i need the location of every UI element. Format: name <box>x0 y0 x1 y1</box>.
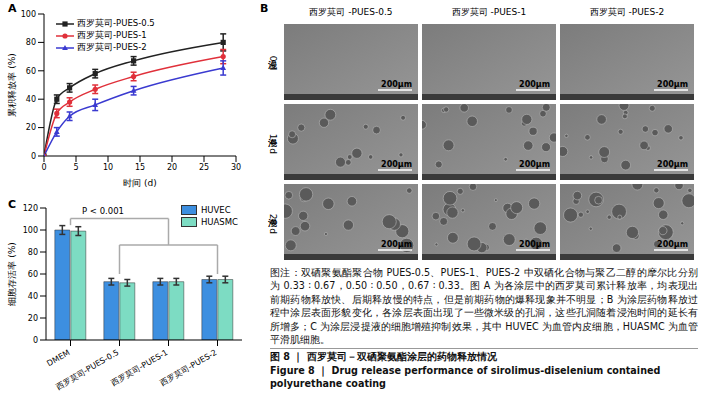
html-text:B: B <box>260 2 269 15</box>
svg-text:100: 100 <box>23 226 38 235</box>
html-text:P < 0.001: P < 0.001 <box>82 206 124 216</box>
svg-text:40: 40 <box>28 292 38 301</box>
html-text:图注：双硒聚氨酯聚合物 PUES-0.5、PUES-1、PU: 图注：双硒聚氨酯聚合物 PUES-0.5、PUES-1、PUES-2 中双硒化合… <box>270 267 698 345</box>
html-text:C: C <box>8 198 17 211</box>
html-text:200μm: 200μm <box>657 240 688 249</box>
svg-text:5: 5 <box>73 163 78 172</box>
svg-text:60: 60 <box>26 67 36 76</box>
svg-text:时间 (d): 时间 (d) <box>123 178 157 188</box>
svg-text:40: 40 <box>26 95 36 104</box>
html-text:200μm: 200μm <box>519 160 550 169</box>
svg-text:20: 20 <box>26 123 36 132</box>
svg-text:西罗莫司-PUES-0.5: 西罗莫司-PUES-0.5 <box>54 348 120 391</box>
svg-text:0: 0 <box>41 163 46 172</box>
svg-text:60: 60 <box>28 270 38 279</box>
svg-text:100: 100 <box>21 10 36 19</box>
html-text:200μm: 200μm <box>381 160 412 169</box>
html-text:200μm: 200μm <box>657 160 688 169</box>
svg-text:0: 0 <box>33 336 38 345</box>
html-text:西罗莫司-PUES-1: 西罗莫司-PUES-1 <box>77 30 147 40</box>
svg-text:20: 20 <box>28 314 38 323</box>
svg-text:15: 15 <box>135 163 145 172</box>
html-text:浸泡 14 d: 浸泡 14 d <box>267 130 278 154</box>
html-text:西罗莫司 -PUES-2: 西罗莫司 -PUES-2 <box>589 7 665 17</box>
svg-text:0: 0 <box>31 152 36 161</box>
svg-text:细胞存活率 (%): 细胞存活率 (%) <box>7 242 17 305</box>
html-text:西罗莫司 -PUES-0.5: 西罗莫司 -PUES-0.5 <box>309 7 393 17</box>
html-text:200μm: 200μm <box>381 240 412 249</box>
html-text:200μm: 200μm <box>657 80 688 89</box>
svg-text:累积释放率 (%): 累积释放率 (%) <box>7 53 17 116</box>
html-text:西罗莫司-PUES-0.5: 西罗莫司-PUES-0.5 <box>77 18 155 28</box>
svg-text:80: 80 <box>28 248 38 257</box>
svg-text:120: 120 <box>23 204 38 213</box>
html-text:200μm: 200μm <box>381 80 412 89</box>
html-text:200μm: 200μm <box>519 80 550 89</box>
html-text:200μm: 200μm <box>519 240 550 249</box>
html-text:图 8 ｜ 西罗莫司－双硒聚氨酯涂层的药物释放情况: 图 8 ｜ 西罗莫司－双硒聚氨酯涂层的药物释放情况 <box>270 351 497 363</box>
svg-text:西罗莫司-PUES-2: 西罗莫司-PUES-2 <box>159 348 219 388</box>
svg-text:西罗莫司-PUES-1: 西罗莫司-PUES-1 <box>109 347 170 388</box>
html-text:HUVEC: HUVEC <box>200 205 231 215</box>
html-text:HUASMC: HUASMC <box>200 217 238 227</box>
svg-text:30: 30 <box>231 163 241 172</box>
html-text:A: A <box>8 2 17 15</box>
html-text:西罗莫司-PUES-2: 西罗莫司-PUES-2 <box>77 42 147 52</box>
svg-text:10: 10 <box>103 163 113 172</box>
html-text:Figure 8 ｜ Drug release perfor: Figure 8 ｜ Drug release performance of s… <box>270 364 661 390</box>
svg-text:80: 80 <box>26 38 36 47</box>
svg-text:DMEM: DMEM <box>45 348 71 368</box>
svg-text:25: 25 <box>199 163 209 172</box>
svg-text:20: 20 <box>167 163 177 172</box>
html-text:西罗莫司 -PUES-1: 西罗莫司 -PUES-1 <box>451 7 527 17</box>
html-text:浸泡 0 d: 浸泡 0 d <box>267 53 278 71</box>
html-text:浸泡 28 d: 浸泡 28 d <box>267 210 278 234</box>
